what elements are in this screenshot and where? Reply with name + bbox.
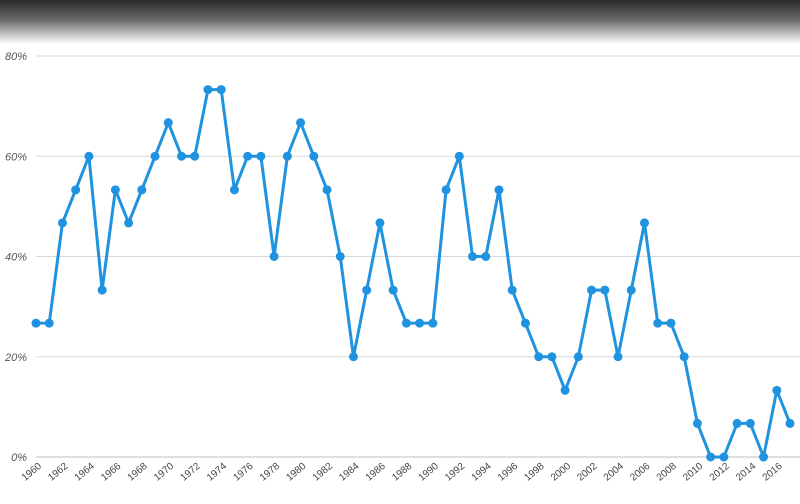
x-axis-ticks: 1960 1962 1964 1966 1968 1970 1972 1974 1976 1978… (20, 461, 785, 484)
data-point (71, 185, 81, 195)
data-point (481, 252, 491, 261)
data-point (692, 418, 702, 428)
data-point (243, 151, 253, 161)
data-point (388, 285, 398, 295)
data-point (507, 285, 517, 295)
x-tick-label: 1966 (99, 461, 123, 484)
x-tick-label: 2004 (602, 461, 626, 484)
data-point (335, 252, 345, 261)
x-tick-label: 1984 (337, 461, 361, 484)
data-point (124, 218, 134, 228)
data-point (97, 285, 107, 295)
data-point (190, 151, 200, 161)
x-tick-label: 1970 (152, 461, 176, 484)
x-tick-label: 2010 (681, 461, 705, 484)
data-point (229, 185, 239, 195)
data-point (785, 418, 795, 428)
x-tick-label: 2016 (761, 461, 785, 484)
y-tick-label: 0% (11, 452, 27, 464)
data-point (296, 118, 306, 128)
top-shade-bar (0, 0, 800, 44)
data-point (256, 151, 266, 161)
data-point (441, 185, 451, 195)
x-tick-label: 1974 (205, 461, 229, 484)
x-tick-label: 1980 (284, 461, 308, 484)
data-point (57, 218, 67, 228)
data-point (322, 185, 332, 195)
data-point (626, 285, 636, 295)
data-point (706, 452, 716, 462)
x-tick-label: 1990 (417, 461, 441, 484)
series-layer (31, 85, 795, 462)
data-point (44, 318, 54, 328)
x-tick-label: 2000 (549, 461, 573, 484)
data-point (428, 318, 438, 328)
y-tick-label: 40% (5, 252, 27, 264)
y-tick-label: 20% (4, 352, 27, 364)
x-tick-label: 2006 (628, 461, 652, 484)
data-point (216, 85, 226, 95)
data-point (745, 418, 755, 428)
data-point (84, 151, 94, 161)
grid-layer (36, 55, 800, 458)
data-point (309, 151, 319, 161)
data-point (520, 318, 530, 328)
data-point (31, 318, 41, 328)
y-tick-label: 80% (5, 51, 27, 63)
x-tick-label: 1972 (179, 461, 203, 484)
x-tick-label: 1968 (126, 461, 150, 484)
data-point (269, 252, 279, 261)
x-tick-label: 1988 (390, 461, 414, 484)
x-tick-label: 1992 (443, 461, 467, 484)
data-point (362, 285, 372, 295)
data-point (415, 318, 425, 328)
data-point (163, 118, 173, 128)
data-point (639, 218, 649, 228)
data-point (401, 318, 411, 328)
data-point (375, 218, 385, 228)
x-tick-label: 1982 (311, 461, 335, 484)
y-axis-ticks: 0% 20% 40% 60% 80% (4, 51, 27, 464)
data-point (719, 452, 729, 462)
x-tick-label: 2008 (655, 461, 679, 484)
data-point (759, 452, 769, 462)
data-point (110, 185, 120, 195)
data-point (468, 252, 478, 261)
x-tick-label: 1996 (496, 461, 520, 484)
x-tick-label: 1962 (46, 461, 70, 484)
data-point (534, 352, 544, 362)
x-tick-label: 2012 (708, 461, 732, 484)
data-point (573, 352, 583, 362)
x-tick-label: 1994 (470, 461, 494, 484)
y-tick-label: 60% (5, 151, 27, 163)
x-tick-label: 1976 (231, 461, 255, 484)
data-point (772, 385, 782, 395)
data-point (613, 352, 623, 362)
data-point (203, 85, 213, 95)
x-tick-label: 1986 (364, 461, 388, 484)
data-point (666, 318, 676, 328)
series-line (34, 88, 792, 459)
data-point (137, 185, 147, 195)
x-tick-label: 1978 (258, 461, 282, 484)
x-tick-label: 1998 (522, 461, 546, 484)
data-point (494, 185, 504, 195)
data-point (587, 285, 597, 295)
data-point (600, 285, 610, 295)
data-point (732, 418, 742, 428)
data-point (348, 352, 358, 362)
data-point (177, 151, 187, 161)
x-tick-label: 1964 (73, 461, 97, 484)
data-point (679, 352, 689, 362)
data-point (150, 151, 160, 161)
x-tick-label: 2002 (575, 461, 599, 484)
data-point (547, 352, 557, 362)
x-tick-label: 2014 (734, 461, 758, 484)
data-point (653, 318, 663, 328)
data-point (454, 151, 464, 161)
data-point (560, 385, 570, 395)
x-tick-label: 1960 (20, 461, 44, 484)
data-point (282, 151, 292, 161)
